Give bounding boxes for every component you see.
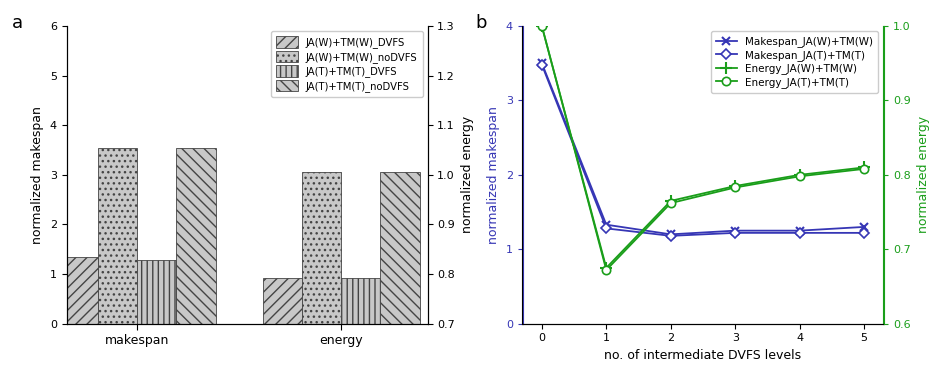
Y-axis label: normalized makespan: normalized makespan <box>487 106 500 244</box>
Makespan_JA(W)+TM(W) <box>665 232 676 237</box>
Y-axis label: normalized makespan: normalized makespan <box>31 106 44 244</box>
Legend: Makespan_JA(W)+TM(W), Makespan_JA(T)+TM(T), Energy_JA(W)+TM(W), Energy_JA(T)+TM(: Makespan_JA(W)+TM(W), Makespan_JA(T)+TM(… <box>711 31 879 93</box>
Makespan_JA(W)+TM(W) <box>794 228 806 233</box>
Energy_JA(W)+TM(W) <box>794 173 806 177</box>
Line: Energy_JA(W)+TM(W): Energy_JA(W)+TM(W) <box>537 20 869 273</box>
Makespan_JA(W)+TM(W) <box>600 222 612 227</box>
Energy_JA(W)+TM(W) <box>600 266 612 270</box>
Energy_JA(T)+TM(T) <box>536 24 547 28</box>
Energy_JA(T)+TM(T) <box>665 201 676 205</box>
Bar <box>59 257 98 324</box>
Text: a: a <box>12 14 24 32</box>
Energy_JA(T)+TM(T) <box>794 174 806 179</box>
Energy_JA(W)+TM(W) <box>536 24 547 28</box>
Legend: JA(W)+TM(W)_DVFS, JA(W)+TM(W)_noDVFS, JA(T)+TM(T)_DVFS, JA(T)+TM(T)_noDVFS: JA(W)+TM(W)_DVFS, JA(W)+TM(W)_noDVFS, JA… <box>271 31 423 97</box>
Bar <box>177 148 216 324</box>
Line: Makespan_JA(T)+TM(T): Makespan_JA(T)+TM(T) <box>539 61 867 239</box>
Makespan_JA(T)+TM(T) <box>794 231 806 235</box>
Makespan_JA(T)+TM(T) <box>600 226 612 231</box>
Bar <box>98 148 137 324</box>
X-axis label: no. of intermediate DVFS levels: no. of intermediate DVFS levels <box>604 349 802 362</box>
Bar <box>380 172 420 324</box>
Makespan_JA(T)+TM(T) <box>730 231 741 235</box>
Y-axis label: normalized energy: normalized energy <box>917 116 929 233</box>
Makespan_JA(T)+TM(T) <box>536 62 547 67</box>
Bar <box>137 260 177 324</box>
Line: Makespan_JA(W)+TM(W): Makespan_JA(W)+TM(W) <box>538 59 868 238</box>
Makespan_JA(W)+TM(W) <box>536 61 547 65</box>
Energy_JA(T)+TM(T) <box>859 167 870 171</box>
Energy_JA(W)+TM(W) <box>859 165 870 170</box>
Makespan_JA(W)+TM(W) <box>730 228 741 233</box>
Makespan_JA(T)+TM(T) <box>665 234 676 238</box>
Makespan_JA(T)+TM(T) <box>859 231 870 235</box>
Makespan_JA(W)+TM(W) <box>859 225 870 229</box>
Bar <box>263 278 302 324</box>
Text: b: b <box>476 14 487 32</box>
Energy_JA(W)+TM(W) <box>730 184 741 188</box>
Bar <box>302 172 341 324</box>
Bar <box>341 278 380 324</box>
Y-axis label: normalized energy: normalized energy <box>461 116 473 233</box>
Energy_JA(T)+TM(T) <box>600 268 612 272</box>
Line: Energy_JA(T)+TM(T): Energy_JA(T)+TM(T) <box>538 22 868 274</box>
Energy_JA(T)+TM(T) <box>730 185 741 190</box>
Energy_JA(W)+TM(W) <box>665 199 676 203</box>
